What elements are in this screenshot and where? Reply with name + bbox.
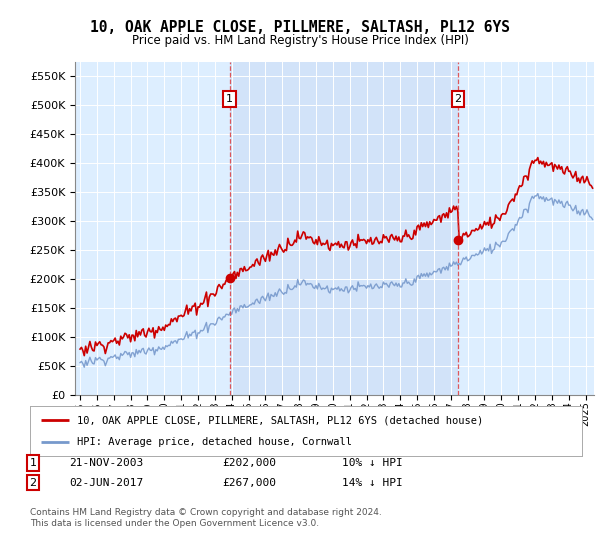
Text: 10% ↓ HPI: 10% ↓ HPI (342, 458, 403, 468)
Text: £267,000: £267,000 (222, 478, 276, 488)
Text: 02-JUN-2017: 02-JUN-2017 (69, 478, 143, 488)
Text: 10, OAK APPLE CLOSE, PILLMERE, SALTASH, PL12 6YS: 10, OAK APPLE CLOSE, PILLMERE, SALTASH, … (90, 20, 510, 35)
Text: HPI: Average price, detached house, Cornwall: HPI: Average price, detached house, Corn… (77, 437, 352, 447)
Text: 2: 2 (29, 478, 37, 488)
Text: 1: 1 (29, 458, 37, 468)
Text: 1: 1 (226, 94, 233, 104)
Text: 14% ↓ HPI: 14% ↓ HPI (342, 478, 403, 488)
Text: £202,000: £202,000 (222, 458, 276, 468)
Text: Price paid vs. HM Land Registry's House Price Index (HPI): Price paid vs. HM Land Registry's House … (131, 34, 469, 46)
Text: 10, OAK APPLE CLOSE, PILLMERE, SALTASH, PL12 6YS (detached house): 10, OAK APPLE CLOSE, PILLMERE, SALTASH, … (77, 415, 483, 425)
Text: 21-NOV-2003: 21-NOV-2003 (69, 458, 143, 468)
Text: 2: 2 (454, 94, 461, 104)
Bar (230, 62, 458, 395)
Text: Contains HM Land Registry data © Crown copyright and database right 2024.
This d: Contains HM Land Registry data © Crown c… (30, 508, 382, 528)
